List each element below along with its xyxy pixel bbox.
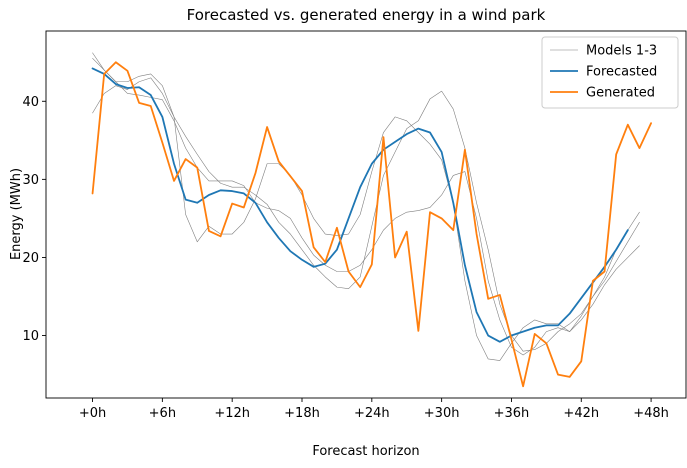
legend-label: Generated [586, 86, 655, 101]
x-tick-label: +6h [149, 406, 176, 421]
series-line-model-3 [92, 77, 640, 361]
x-tick-label: +0h [79, 406, 106, 421]
series-line-forecasted [91, 67, 629, 343]
series-line-model-2 [92, 58, 640, 352]
y-tick-label: 10 [22, 329, 39, 344]
y-axis-label: Energy (MWh) [9, 168, 24, 260]
x-tick-label: +42h [563, 406, 599, 421]
plot-area-frame [45, 30, 687, 399]
y-tick-label: 30 [22, 173, 39, 188]
legend-label: Models 1-3 [586, 44, 657, 59]
x-tick-label: +48h [633, 406, 669, 421]
y-tick-label: 20 [22, 251, 39, 266]
x-tick-label: +36h [494, 406, 530, 421]
legend-box [541, 36, 679, 109]
x-tick-label: +24h [354, 406, 390, 421]
x-tick-label: +30h [424, 406, 460, 421]
x-axis-label: Forecast horizon [312, 444, 419, 459]
x-tick-label: +18h [284, 406, 320, 421]
series-line-generated [91, 61, 652, 388]
legend-label: Forecasted [586, 65, 657, 80]
legend: Models 1-3 Forecasted Generated [541, 36, 679, 109]
series-layer [91, 52, 652, 388]
axis-ticks: +0h +6h +12h +18h +24h +30h +36h +42h +48h 10 20 30… [22, 95, 668, 421]
y-tick-label: 40 [22, 95, 39, 110]
x-tick-label: +12h [214, 406, 250, 421]
chart-title: Forecasted vs. generated energy in a win… [187, 6, 546, 24]
series-line-models-1-3 [92, 52, 640, 356]
